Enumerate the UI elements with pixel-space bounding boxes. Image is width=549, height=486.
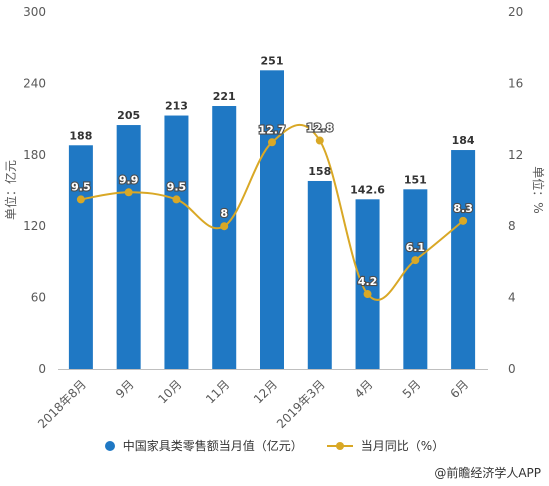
line-point[interactable] [220,222,229,231]
y-axis-title: 单位：亿元 [3,160,18,220]
y-tick-label: 180 [23,148,46,162]
line-point[interactable] [363,290,372,299]
legend-line-label: 当月同比（%） [360,439,445,453]
line-point[interactable] [268,138,276,147]
y2-tick-label: 0 [508,362,516,376]
line-value-label: 9.5 [71,180,91,193]
y-tick-label: 60 [31,291,46,305]
bar-value-label: 213 [165,100,188,113]
x-tick-label: 2019年3月 [274,377,328,431]
x-tick-label: 2018年8月 [35,377,89,431]
bar[interactable] [403,189,428,369]
x-tick-label: 4月 [352,377,376,401]
y2-tick-label: 4 [508,291,516,305]
line-series [76,123,468,301]
legend-item-bar[interactable]: 中国家具类零售额当月值（亿元） [104,437,303,454]
bar-value-label: 205 [117,109,140,122]
legend-line-marker [326,441,353,451]
bar-value-label: 158 [308,165,331,178]
y2-tick-label: 12 [508,148,523,162]
x-tick-label: 6月 [447,377,471,401]
bar-value-label: 151 [404,173,427,186]
legend-bar-marker [104,440,115,451]
bar[interactable] [307,180,332,369]
line-point[interactable] [76,195,85,204]
line-value-label: 8.3 [453,202,473,215]
y2-tick-label: 8 [508,219,516,233]
y-tick-label: 120 [23,219,46,233]
bar[interactable] [212,106,237,369]
y2-axis-title: 单位：% [531,166,546,213]
source-credit: @前瞻经济学人APP [434,466,541,480]
legend-item-line[interactable]: 当月同比（%） [326,437,445,454]
bar-value-label: 184 [452,134,475,147]
line-value-label: 4.2 [358,275,378,288]
bar[interactable] [451,150,476,369]
bar[interactable] [68,145,93,369]
line-value-label: 6.1 [406,241,426,254]
growth-line [80,123,464,301]
y-tick-label: 300 [23,5,46,19]
line-value-label: 12.7 [258,123,285,136]
bar-value-label: 251 [261,54,284,67]
bar-value-label: 221 [213,90,236,103]
data-labels: 188 205 213 221 251 158 142.6 151 184 9.5 9.9 9.5 8 1… [69,54,475,289]
x-tick-label: 5月 [400,377,424,401]
legend: 中国家具类零售额当月值（亿元） 当月同比（%） [0,437,549,454]
bar[interactable] [355,199,380,369]
line-value-label: 9.9 [119,173,139,186]
legend-bar-label: 中国家具类零售额当月值（亿元） [122,439,303,453]
line-point[interactable] [411,256,420,265]
bar-value-label: 188 [69,129,92,142]
line-value-label: 8 [220,207,228,220]
bar[interactable] [116,125,141,369]
y-tick-label: 240 [23,76,46,90]
y-tick-label: 0 [38,362,46,376]
bar-value-label: 142.6 [350,183,385,196]
line-point[interactable] [172,195,181,204]
x-tick-label: 10月 [155,377,184,406]
line-value-label: 9.5 [167,180,187,193]
x-tick-label: 9月 [113,377,137,401]
line-value-label: 12.8 [306,122,333,135]
line-point[interactable] [315,136,324,145]
y2-tick-label: 20 [508,5,523,19]
bar[interactable] [260,70,284,369]
line-point[interactable] [459,216,468,225]
y2-tick-label: 16 [508,76,523,90]
x-tick-label: 11月 [203,377,232,406]
x-tick-label: 12月 [251,377,280,406]
bar[interactable] [164,115,189,369]
bar-series [68,70,476,369]
line-point[interactable] [124,188,133,197]
